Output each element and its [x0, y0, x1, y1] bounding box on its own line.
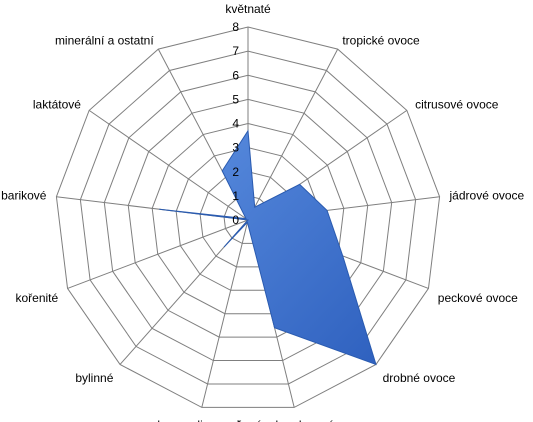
category-label-3: jádrové ovoce	[449, 189, 525, 203]
tick-label-2: 2	[232, 165, 239, 179]
grid-spoke-9	[67, 219, 249, 289]
tick-label-8: 8	[232, 20, 239, 34]
grid-ring-5	[127, 98, 369, 338]
series-area-0	[159, 129, 377, 366]
category-label-5: drobné ovoce	[383, 371, 456, 385]
category-label-4: peckové ovoce	[438, 291, 518, 305]
radar-series	[159, 129, 377, 366]
grid-spoke-7	[201, 219, 249, 408]
tick-label-7: 7	[232, 44, 239, 58]
grid-spoke-11	[88, 109, 249, 221]
category-label-12: minerální a ostatní	[55, 33, 154, 47]
grid-ring-8	[55, 26, 441, 408]
radial-axis-ticks: 0 1 2 3 4 5 6 7 8	[232, 20, 239, 227]
grid-ring-7	[79, 50, 417, 385]
tick-label-5: 5	[232, 92, 239, 106]
category-label-11: laktátové	[33, 98, 81, 112]
category-label-1: tropické ovoce	[342, 33, 420, 47]
category-label-7: karamelizované	[157, 418, 241, 422]
tick-label-1: 1	[232, 189, 239, 203]
tick-label-4: 4	[232, 117, 239, 131]
grid-ring-3	[175, 147, 321, 291]
tick-label-0: 0	[232, 213, 239, 227]
grid-ring-4	[151, 122, 345, 315]
grid-ring-6	[103, 74, 393, 362]
grid-spoke-1	[247, 48, 339, 221]
category-label-6: sušené a kandované ovoce	[224, 418, 370, 422]
category-label-0: květnaté	[225, 2, 271, 16]
category-labels: květnaté tropické ovoce citrusové ovoce jád…	[1, 2, 524, 422]
category-label-10: barikové	[1, 189, 47, 203]
tick-label-3: 3	[232, 141, 239, 155]
category-label-9: kořenité	[15, 291, 58, 305]
tick-label-6: 6	[232, 68, 239, 82]
category-label-2: citrusové ovoce	[415, 98, 499, 112]
category-label-8: bylinné	[75, 371, 113, 385]
